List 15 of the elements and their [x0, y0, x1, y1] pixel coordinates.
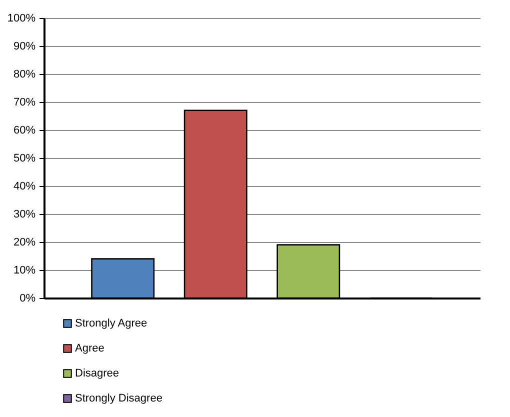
legend-label: Strongly Disagree	[75, 392, 162, 404]
y-tick-label: 10%	[13, 264, 36, 276]
legend-label: Agree	[75, 342, 104, 354]
legend-label: Strongly Agree	[75, 318, 148, 330]
y-tick-label: 80%	[13, 68, 36, 80]
legend-label: Disagree	[75, 368, 120, 380]
y-tick-label: 60%	[13, 124, 36, 136]
y-tick-label: 50%	[13, 152, 36, 164]
y-tick-label: 30%	[13, 208, 36, 220]
y-tick-label: 20%	[13, 236, 36, 248]
y-tick-label: 40%	[13, 180, 36, 192]
y-tick-label: 90%	[13, 40, 36, 52]
y-tick-label: 70%	[13, 96, 36, 108]
y-tick-label: 100%	[7, 12, 36, 24]
y-tick-label: 0%	[20, 292, 36, 304]
